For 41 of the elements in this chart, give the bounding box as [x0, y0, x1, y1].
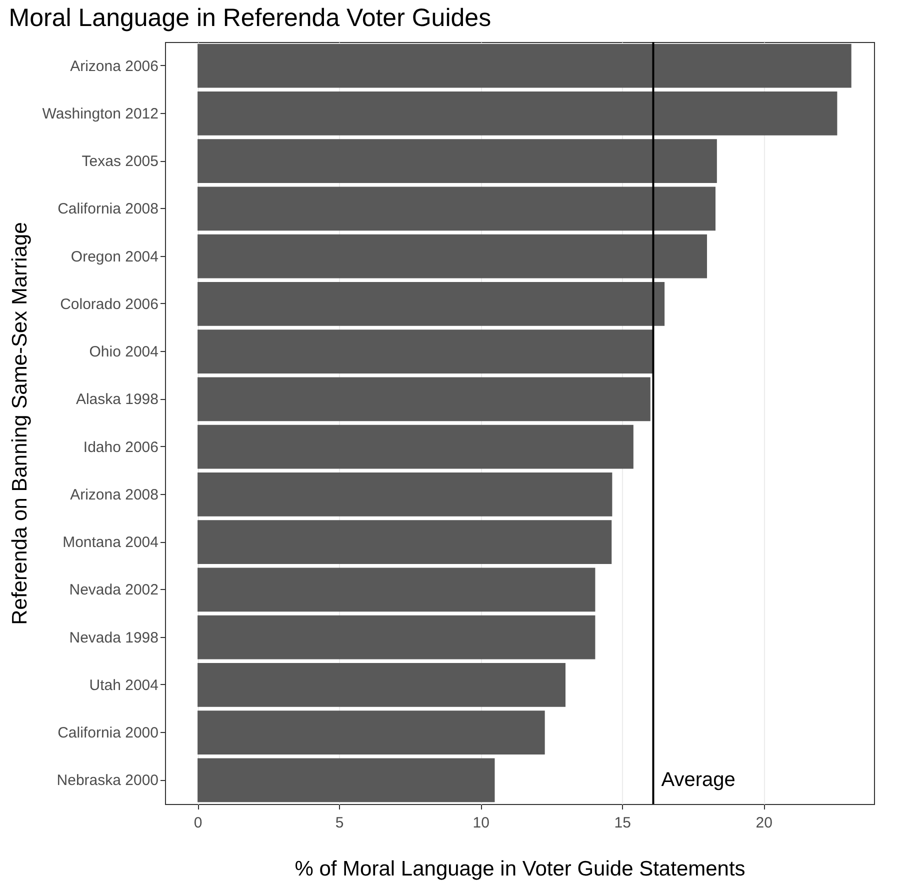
y-tick-label: Idaho 2006	[83, 438, 158, 456]
bar	[198, 710, 545, 754]
x-tick-label: 10	[472, 814, 490, 832]
bar	[198, 758, 495, 802]
y-tick-label: Nevada 1998	[69, 629, 158, 646]
bar	[198, 44, 852, 88]
y-tick-label: Texas 2005	[82, 153, 158, 170]
bar	[198, 186, 716, 231]
bar	[198, 472, 612, 516]
x-axis-title: % of Moral Language in Voter Guide Statements	[294, 858, 746, 880]
y-tick-label: Arizona 2008	[70, 486, 158, 504]
bar	[198, 92, 838, 136]
y-tick-label: Arizona 2006	[70, 58, 158, 75]
bar	[198, 615, 596, 660]
ref-line-label: Average	[661, 769, 736, 792]
y-tick-label: Utah 2004	[89, 676, 158, 694]
y-tick-label: California 2008	[58, 200, 158, 218]
chart-title: Moral Language in Referenda Voter Guides	[8, 4, 492, 32]
bar	[198, 424, 634, 469]
y-tick-label: Nebraska 2000	[56, 772, 158, 790]
y-tick-label: Colorado 2006	[60, 296, 158, 313]
bar	[198, 568, 596, 612]
bar	[198, 663, 566, 707]
y-tick-label: Oregon 2004	[70, 248, 158, 266]
x-tick-label: 15	[614, 814, 631, 832]
y-tick-label: Washington 2012	[42, 105, 158, 122]
bar	[198, 520, 612, 564]
x-tick-label: 20	[756, 814, 772, 832]
bar	[198, 330, 654, 374]
y-tick-label: Montana 2004	[62, 534, 158, 552]
bar	[198, 139, 717, 183]
x-tick-label: 0	[194, 814, 202, 832]
y-tick-label: Ohio 2004	[89, 344, 158, 361]
y-tick-label: Alaska 1998	[76, 391, 158, 408]
y-tick-label: Nevada 2002	[69, 582, 158, 599]
y-axis-title: Referenda on Banning Same-Sex Marriage	[8, 222, 32, 625]
x-tick-label: 5	[335, 814, 344, 832]
bar	[198, 234, 708, 278]
bar	[198, 377, 650, 422]
y-tick-label: California 2000	[58, 724, 158, 742]
bar	[198, 282, 665, 326]
